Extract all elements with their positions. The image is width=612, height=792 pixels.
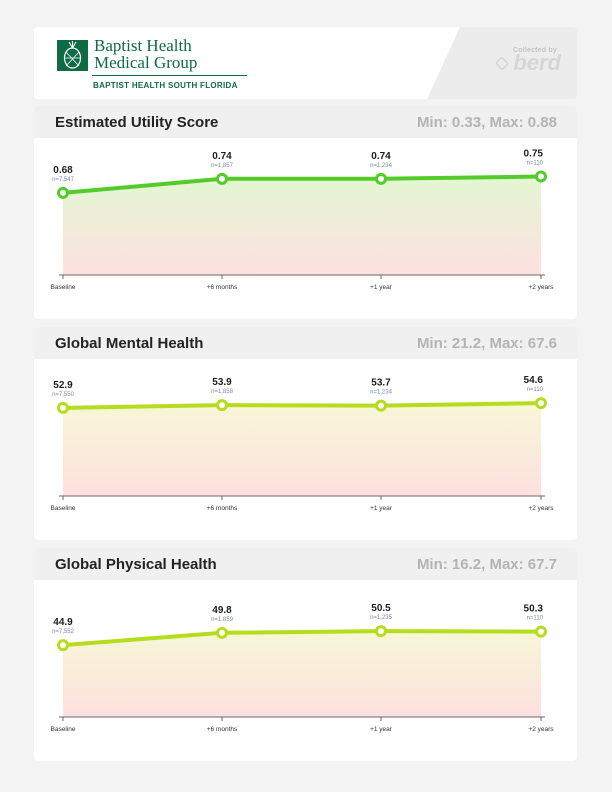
x-tick-label: +6 months: [207, 505, 238, 512]
data-n-label: n=110: [527, 387, 544, 393]
panel-header: Global Mental Health Min: 21.2, Max: 67.…: [34, 327, 577, 359]
panel-header: Global Physical Health Min: 16.2, Max: 6…: [34, 548, 577, 580]
data-point-center: [538, 628, 544, 635]
area-fill: [63, 403, 541, 496]
data-value-label: 49.8: [212, 605, 232, 616]
area-fill: [63, 631, 541, 717]
chart-range-label: Min: 21.2, Max: 67.6: [416, 335, 557, 352]
x-tick-label: +1 year: [370, 284, 393, 291]
logo-title: Baptist Health Medical Group: [94, 37, 294, 71]
data-point-center: [538, 173, 544, 180]
x-tick-label: +2 years: [528, 505, 554, 512]
data-value-label: 53.9: [212, 377, 232, 388]
x-tick-label: Baseline: [51, 726, 76, 733]
x-tick-label: +2 years: [528, 284, 554, 291]
data-value-label: 0.74: [371, 151, 391, 162]
chart-panel-mental: Global Mental Health Min: 21.2, Max: 67.…: [34, 327, 577, 540]
data-value-label: 50.3: [524, 604, 544, 615]
data-point-center: [60, 642, 66, 649]
series-line: [61, 174, 543, 195]
series-line: [61, 629, 543, 648]
chart-range-label: Min: 16.2, Max: 67.7: [416, 556, 557, 573]
berd-logo: Collected by berd: [451, 47, 561, 83]
berd-mark-icon: [495, 56, 510, 71]
data-point-center: [378, 628, 384, 635]
x-tick-label: +2 years: [528, 726, 554, 733]
data-point-center: [219, 402, 225, 409]
data-value-label: 0.75: [524, 148, 544, 159]
x-tick-label: +1 year: [370, 726, 393, 733]
x-tick-label: +6 months: [207, 726, 238, 733]
berd-brand: berd: [451, 52, 561, 74]
data-n-label: n=1,857: [211, 163, 234, 169]
logo-title-line2: Medical Group: [94, 53, 198, 72]
chart-title: Global Mental Health: [55, 335, 204, 352]
data-n-label: n=7,550: [52, 392, 75, 398]
collected-by-label: Collected by: [512, 47, 557, 54]
mental-health-chart: 52.9n=7,550 Baseline 53.9n=1,858 +6 months 5…: [51, 375, 555, 512]
data-n-label: n=7,552: [52, 629, 75, 635]
x-tick-label: +1 year: [370, 505, 393, 512]
data-n-label: n=1,234: [370, 163, 393, 169]
data-value-label: 0.68: [53, 165, 73, 176]
physical-health-chart: 44.9n=7,552 Baseline 49.8n=1,859 +6 months 5…: [51, 603, 555, 733]
area-fill: [63, 176, 541, 275]
data-value-label: 0.74: [212, 151, 232, 162]
data-n-label: n=110: [527, 616, 544, 622]
header-card: Baptist Health Medical Group BAPTIST HEA…: [34, 27, 577, 99]
pineapple-icon: [57, 40, 88, 71]
data-point-center: [60, 404, 66, 411]
data-value-label: 50.5: [371, 603, 391, 614]
chart-title: Global Physical Health: [55, 556, 217, 573]
x-tick-label: Baseline: [51, 284, 76, 291]
data-point-center: [378, 175, 384, 182]
data-point-center: [538, 400, 544, 407]
berd-brand-text: berd: [513, 50, 561, 75]
data-n-label: n=1,858: [211, 389, 234, 395]
data-n-label: n=1,234: [370, 390, 393, 396]
x-tick-label: +6 months: [207, 284, 238, 291]
logo-subtitle: BAPTIST HEALTH SOUTH FLORIDA: [93, 81, 238, 90]
data-value-label: 54.6: [524, 375, 544, 386]
data-n-label: n=1,235: [370, 615, 393, 621]
data-n-label: n=1,859: [211, 617, 234, 623]
data-value-label: 44.9: [53, 617, 73, 628]
data-point-center: [219, 629, 225, 636]
chart-title: Estimated Utility Score: [55, 114, 219, 131]
logo-divider: [92, 75, 247, 76]
chart-panel-physical: Global Physical Health Min: 16.2, Max: 6…: [34, 548, 577, 761]
series-line: [61, 401, 543, 410]
data-value-label: 52.9: [53, 380, 73, 391]
data-n-label: n=7,547: [52, 177, 75, 183]
data-point-center: [60, 189, 66, 196]
x-tick-label: Baseline: [51, 505, 76, 512]
chart-panel-utility: Estimated Utility Score Min: 0.33, Max: …: [34, 106, 577, 319]
chart-range-label: Min: 0.33, Max: 0.88: [416, 114, 557, 131]
data-value-label: 53.7: [371, 378, 391, 389]
panel-header: Estimated Utility Score Min: 0.33, Max: …: [34, 106, 577, 138]
data-n-label: n=110: [527, 160, 544, 166]
logo-title-line1: Baptist Health: [94, 36, 192, 55]
data-point-center: [378, 402, 384, 409]
data-point-center: [219, 175, 225, 182]
